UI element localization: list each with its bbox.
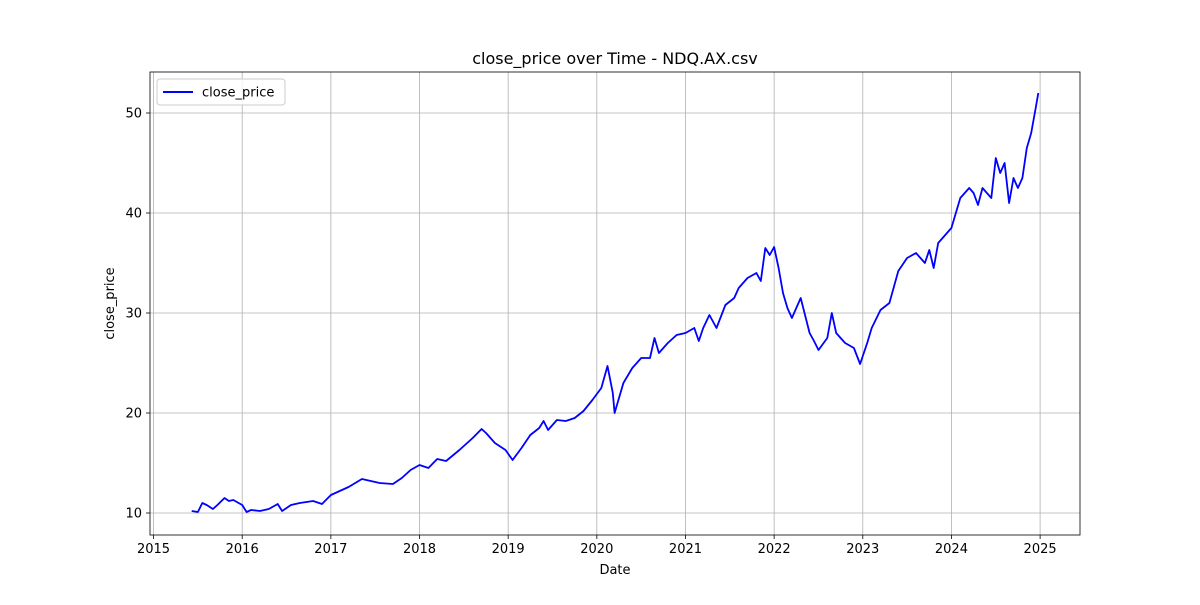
x-tick-label: 2023: [846, 542, 879, 557]
chart-title: close_price over Time - NDQ.AX.csv: [472, 49, 758, 69]
x-tick-label: 2020: [580, 542, 613, 557]
x-tick-label: 2018: [403, 542, 436, 557]
plot-data: [191, 92, 1040, 513]
y-axis-ticks: 10 20 30 40 50: [125, 107, 150, 522]
x-axis-label: Date: [599, 563, 630, 578]
x-tick-label: 2022: [758, 542, 791, 557]
y-tick-label: 40: [125, 207, 142, 222]
series-line-close-price: [191, 92, 1040, 513]
x-tick-label: 2017: [314, 542, 347, 557]
plot-frame: [149, 71, 1081, 536]
x-tick-label: 2025: [1024, 542, 1057, 557]
y-tick-label: 20: [125, 407, 142, 422]
x-tick-label: 2021: [669, 542, 702, 557]
legend: close_price: [156, 78, 286, 106]
x-axis-ticks: 2015 2016 2017 2018 2019 2020 2021 2022 2023 2024…: [137, 535, 1057, 557]
y-tick-label: 10: [125, 507, 142, 522]
legend-box: [156, 78, 286, 106]
x-tick-label: 2019: [492, 542, 525, 557]
legend-label-close-price: close_price: [202, 86, 274, 101]
x-tick-label: 2016: [226, 542, 259, 557]
x-tick-label: 2024: [935, 542, 968, 557]
y-axis-label: close_price: [103, 267, 118, 339]
y-tick-label: 50: [125, 107, 142, 122]
grid: [150, 72, 1080, 535]
x-tick-label: 2015: [137, 542, 170, 557]
y-tick-label: 30: [125, 307, 142, 322]
